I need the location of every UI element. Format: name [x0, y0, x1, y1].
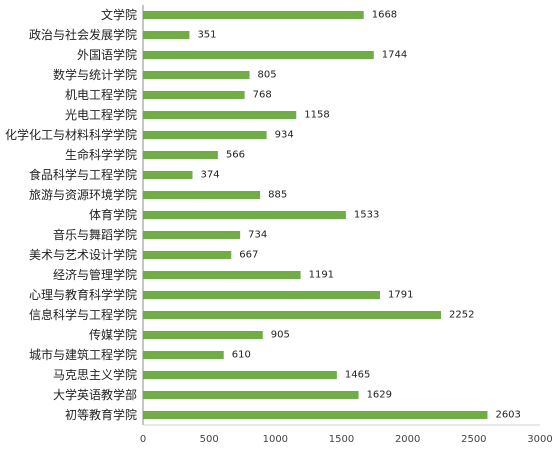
- category-label: 数学与统计学院: [53, 67, 137, 82]
- x-tick-label: 500: [200, 434, 219, 445]
- x-tick-label: 3000: [527, 434, 552, 445]
- bar: [143, 51, 374, 59]
- x-tick-label: 2500: [461, 434, 486, 445]
- bar: [143, 331, 263, 339]
- bar: [143, 291, 381, 299]
- value-label: 1158: [304, 110, 329, 121]
- category-label: 政治与社会发展学院: [29, 27, 137, 42]
- bar: [143, 351, 224, 359]
- bar: [143, 391, 359, 399]
- value-label: 734: [248, 230, 267, 241]
- value-label: 768: [253, 90, 272, 101]
- bar: [143, 411, 488, 419]
- category-label: 机电工程学院: [65, 87, 137, 102]
- category-label: 初等教育学院: [65, 407, 137, 422]
- value-label: 1744: [382, 50, 407, 61]
- value-label: 2252: [449, 310, 474, 321]
- bar: [143, 111, 297, 119]
- bar: [143, 91, 245, 99]
- bar: [143, 191, 261, 199]
- x-tick-label: 2000: [395, 434, 420, 445]
- category-label: 外国语学院: [77, 47, 137, 62]
- value-label: 1668: [372, 10, 397, 21]
- bar: [143, 231, 241, 239]
- category-label: 文学院: [101, 7, 137, 22]
- category-label: 生命科学学院: [65, 147, 137, 162]
- x-tick-labels: 0 500 1000 1500 2000 2500 3000: [140, 434, 553, 445]
- value-label: 667: [239, 250, 258, 261]
- value-label: 1533: [354, 210, 379, 221]
- bar: [143, 171, 193, 179]
- x-tick-label: 1000: [263, 434, 288, 445]
- category-label: 化学化工与材料科学学院: [5, 127, 137, 142]
- x-tick-label: 0: [140, 434, 146, 445]
- value-label: 566: [226, 150, 245, 161]
- bar: [143, 251, 232, 259]
- bar: [143, 211, 346, 219]
- value-label: 1465: [345, 370, 370, 381]
- value-label: 610: [232, 350, 251, 361]
- value-label: 1191: [309, 270, 334, 281]
- value-label: 1791: [388, 290, 413, 301]
- category-label: 心理与教育科学学院: [29, 287, 137, 302]
- category-label: 城市与建筑工程学院: [29, 347, 137, 362]
- category-label: 马克思主义学院: [53, 367, 137, 382]
- category-label: 传媒学院: [89, 327, 137, 342]
- bar: [143, 131, 267, 139]
- category-label: 大学英语教学部: [53, 387, 137, 402]
- category-labels: 文学院政治与社会发展学院外国语学院数学与统计学院机电工程学院光电工程学院化学化工…: [5, 7, 137, 422]
- category-label: 美术与艺术设计学院: [29, 247, 137, 262]
- bar: [143, 11, 364, 19]
- value-label: 885: [268, 190, 287, 201]
- bar: [143, 151, 218, 159]
- bar: [143, 371, 337, 379]
- bar: [143, 71, 250, 79]
- bar: [143, 271, 301, 279]
- bar: [143, 31, 190, 39]
- category-label: 经济与管理学院: [53, 267, 137, 282]
- value-label: 2603: [495, 410, 520, 421]
- category-label: 食品科学与工程学院: [29, 167, 137, 182]
- value-label: 1629: [367, 390, 392, 401]
- x-tick-label: 1500: [329, 434, 354, 445]
- category-label: 光电工程学院: [65, 107, 137, 122]
- bar: [143, 311, 442, 319]
- category-label: 信息科学与工程学院: [29, 307, 137, 322]
- bars: [143, 11, 488, 419]
- category-label: 旅游与资源环境学院: [29, 187, 137, 202]
- value-label: 351: [197, 30, 216, 41]
- value-label: 374: [200, 170, 219, 181]
- value-label: 805: [258, 70, 277, 81]
- value-labels: 1668 351 1744 805 768 1158 934 566 374 885 1533 734…: [197, 10, 520, 421]
- value-label: 934: [275, 130, 294, 141]
- value-label: 905: [271, 330, 290, 341]
- category-label: 音乐与舞蹈学院: [53, 227, 137, 242]
- category-label: 体育学院: [89, 207, 137, 222]
